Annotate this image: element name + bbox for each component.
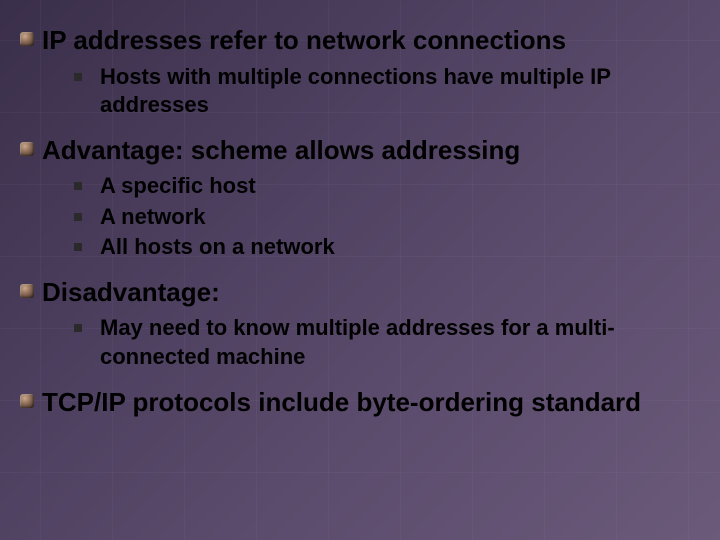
bullet-text: TCP/IP protocols include byte-ordering s… [42, 386, 641, 419]
sub-bullet-text: A specific host [100, 172, 256, 201]
sub-bullet-text: A network [100, 203, 206, 232]
square-bullet-icon [20, 32, 34, 46]
sub-list: May need to know multiple addresses for … [74, 314, 700, 371]
small-square-bullet-icon [74, 182, 82, 190]
small-square-bullet-icon [74, 324, 82, 332]
square-bullet-icon [20, 142, 34, 156]
bullet-text: Advantage: scheme allows addressing [42, 134, 520, 167]
sub-list: A specific host A network All hosts on a… [74, 172, 700, 262]
small-square-bullet-icon [74, 243, 82, 251]
sub-bullet-item: A specific host [74, 172, 700, 201]
bullet-item: TCP/IP protocols include byte-ordering s… [20, 386, 700, 419]
small-square-bullet-icon [74, 213, 82, 221]
bullet-item: Advantage: scheme allows addressing [20, 134, 700, 167]
sub-bullet-item: May need to know multiple addresses for … [74, 314, 700, 371]
square-bullet-icon [20, 394, 34, 408]
bullet-text: Disadvantage: [42, 276, 220, 309]
sub-bullet-text: May need to know multiple addresses for … [100, 314, 700, 371]
bullet-text: IP addresses refer to network connection… [42, 24, 566, 57]
sub-bullet-item: A network [74, 203, 700, 232]
bullet-item: IP addresses refer to network connection… [20, 24, 700, 57]
square-bullet-icon [20, 284, 34, 298]
sub-bullet-item: Hosts with multiple connections have mul… [74, 63, 700, 120]
sub-bullet-item: All hosts on a network [74, 233, 700, 262]
slide-content: IP addresses refer to network connection… [20, 24, 700, 418]
sub-list: Hosts with multiple connections have mul… [74, 63, 700, 120]
sub-bullet-text: All hosts on a network [100, 233, 335, 262]
sub-bullet-text: Hosts with multiple connections have mul… [100, 63, 700, 120]
bullet-item: Disadvantage: [20, 276, 700, 309]
small-square-bullet-icon [74, 73, 82, 81]
